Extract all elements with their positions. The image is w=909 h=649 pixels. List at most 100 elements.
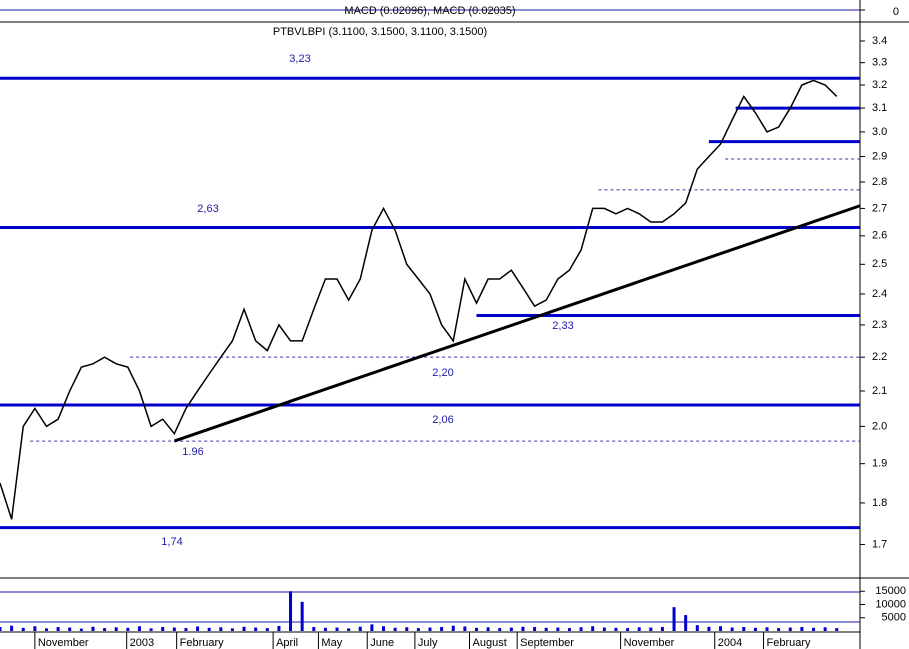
volume-bar (161, 627, 165, 631)
volume-bar (765, 627, 769, 631)
x-tick-label: 2004 (718, 637, 742, 649)
macd-tick-label: 0 (893, 6, 899, 18)
volume-bar (451, 625, 455, 631)
level-label: 1,74 (161, 536, 182, 548)
level-label: 3,23 (289, 53, 310, 65)
volume-bar (335, 627, 339, 631)
volume-bar (68, 627, 72, 631)
y-tick-label: 2.6 (872, 230, 887, 242)
volume-bar (591, 626, 595, 631)
volume-bar (742, 627, 746, 631)
volume-bar (277, 625, 281, 631)
volume-bar (637, 627, 641, 631)
x-tick-label: February (767, 637, 812, 649)
volume-bar (544, 627, 548, 631)
volume-bar (254, 627, 258, 631)
volume-bar (567, 628, 571, 631)
volume-bar (21, 627, 25, 631)
y-tick-label: 2.0 (872, 420, 887, 432)
volume-bar (649, 627, 653, 631)
volume-bar (79, 628, 83, 631)
y-tick-label: 1.8 (872, 497, 887, 509)
x-tick-label: February (180, 637, 225, 649)
volume-bar (172, 627, 176, 631)
chart-title: PTBVLBPI (3.1100, 3.1500, 3.1100, 3.1500… (273, 26, 487, 38)
volume-bar (602, 627, 606, 631)
y-tick-label: 3.4 (872, 35, 887, 47)
x-tick-label: August (473, 637, 507, 649)
volume-bar (56, 627, 60, 631)
y-tick-label: 1.7 (872, 538, 887, 550)
volume-bar (382, 626, 386, 631)
volume-bar (416, 628, 420, 631)
x-tick-label: April (276, 637, 298, 649)
y-tick-label: 2.7 (872, 202, 887, 214)
volume-tick-label: 5000 (882, 612, 906, 624)
x-tick-label: November (38, 637, 89, 649)
volume-bar (358, 626, 362, 631)
volume-bar (777, 628, 781, 631)
volume-bar (684, 615, 688, 631)
price-line (0, 79, 838, 520)
y-tick-label: 2.5 (872, 258, 887, 270)
volume-bar (126, 627, 130, 631)
volume-bar (0, 627, 2, 631)
y-tick-label: 3.2 (872, 79, 887, 91)
volume-bar (660, 627, 664, 631)
x-tick-label: July (418, 637, 438, 649)
volume-bar (800, 627, 804, 631)
volume-bar (626, 628, 630, 631)
volume-bar (242, 626, 246, 631)
volume-bar (463, 626, 467, 631)
x-tick-label: September (520, 637, 574, 649)
volume-tick-label: 10000 (875, 598, 906, 610)
volume-bar (533, 627, 537, 631)
y-tick-label: 2.4 (872, 288, 887, 300)
volume-bar (44, 628, 48, 631)
x-tick-label: November (624, 637, 675, 649)
volume-bar (440, 627, 444, 631)
volume-bar (614, 627, 618, 631)
volume-bar (672, 607, 676, 631)
y-tick-label: 3.3 (872, 57, 887, 69)
y-tick-label: 1.9 (872, 458, 887, 470)
y-tick-label: 2.3 (872, 319, 887, 331)
volume-bar (230, 628, 234, 631)
y-tick-label: 2.1 (872, 385, 887, 397)
x-tick-label: 2003 (130, 637, 154, 649)
y-tick-label: 2.8 (872, 176, 887, 188)
volume-bar (474, 627, 478, 631)
y-tick-label: 2.2 (872, 351, 887, 363)
volume-bar (498, 628, 502, 631)
volume-bar (788, 627, 792, 631)
level-label: 2,33 (552, 320, 573, 332)
volume-bar (521, 626, 525, 631)
volume-bar (114, 627, 118, 631)
volume-bar (347, 628, 351, 631)
volume-bar (149, 628, 153, 631)
volume-tick-label: 15000 (875, 585, 906, 597)
volume-bar (823, 627, 827, 631)
x-tick-label: May (321, 637, 342, 649)
y-tick-label: 3.0 (872, 126, 887, 138)
volume-bar (579, 627, 583, 631)
y-tick-label: 3.1 (872, 102, 887, 114)
volume-bar (137, 626, 141, 631)
level-label: 2,63 (197, 203, 218, 215)
volume-bar (103, 628, 107, 631)
volume-bar (265, 628, 269, 631)
volume-bar (486, 627, 490, 631)
volume-bar (753, 627, 757, 631)
volume-bar (835, 628, 839, 631)
volume-bar (405, 627, 409, 631)
volume-bar (730, 627, 734, 631)
level-label: 2,06 (432, 414, 453, 426)
level-label: 1.96 (182, 446, 203, 458)
volume-bar (219, 627, 223, 631)
volume-bar (556, 627, 560, 631)
y-tick-label: 2.9 (872, 150, 887, 162)
volume-bar (393, 627, 397, 631)
volume-bar (207, 627, 211, 631)
volume-bar (289, 591, 293, 631)
